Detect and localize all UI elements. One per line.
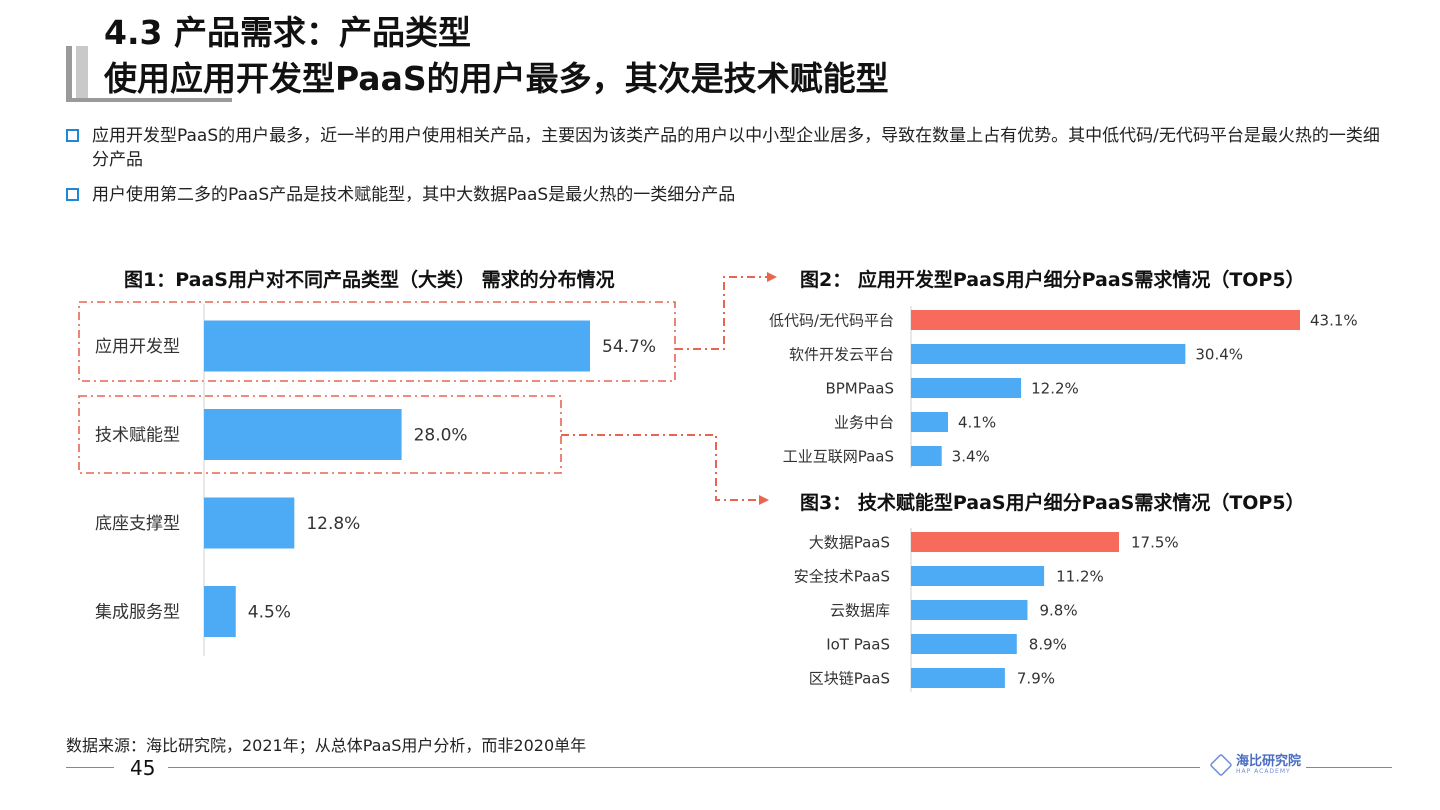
chart2-title: 图2： 应用开发型PaaS用户细分PaaS需求情况（TOP5） bbox=[800, 269, 1305, 291]
chart3-category-label: 大数据PaaS bbox=[809, 533, 890, 551]
chart1-title: 图1：PaaS用户对不同产品类型（大类） 需求的分布情况 bbox=[124, 269, 615, 291]
chart1-bar bbox=[204, 409, 402, 460]
chart1-plot: 应用开发型 54.7% 技术赋能型 28.0% 底座支撑型 12.8% 集成服务型 4.5% bbox=[95, 304, 656, 656]
chart3-plot: 大数据PaaS 17.5% 安全技术PaaS 11.2% 云数据库 9.8% IoT Paa… bbox=[794, 528, 1179, 692]
connector-arrow-to-chart3 bbox=[561, 434, 769, 505]
logo-subtext: HAP ACADEMY bbox=[1236, 768, 1291, 775]
chart3-bar bbox=[911, 600, 1028, 620]
chart2-category-label: 工业互联网PaaS bbox=[783, 447, 894, 465]
footer-divider-left bbox=[66, 767, 114, 768]
footer-divider-right bbox=[1306, 767, 1392, 768]
chart1-value-label: 12.8% bbox=[306, 514, 360, 534]
chart1-category-label: 技术赋能型 bbox=[95, 426, 180, 446]
page-title-line2: 使用应用开发型PaaS的用户最多，其次是技术赋能型 bbox=[104, 59, 889, 98]
chart2-category-label: 业务中台 bbox=[834, 413, 894, 431]
chart3-value-label: 8.9% bbox=[1029, 635, 1067, 653]
chart2-value-label: 4.1% bbox=[958, 413, 996, 431]
chart1-category-label: 底座支撑型 bbox=[95, 514, 180, 534]
chart2-bar bbox=[911, 378, 1022, 398]
chart3-title: 图3： 技术赋能型PaaS用户细分PaaS需求情况（TOP5） bbox=[800, 492, 1305, 514]
chart2-value-label: 3.4% bbox=[952, 447, 990, 465]
brand-logo: 海比研究院 HAP ACADEMY bbox=[1209, 753, 1302, 777]
chart2-bar bbox=[911, 412, 949, 432]
chart2-category-label: 低代码/无代码平台 bbox=[769, 311, 894, 329]
chart3-value-label: 17.5% bbox=[1131, 533, 1179, 551]
connector-arrow-to-chart2 bbox=[675, 272, 777, 350]
chart2-category-label: BPMPaaS bbox=[825, 379, 894, 397]
chart2-category-label: 软件开发云平台 bbox=[789, 345, 894, 363]
chart1-bar bbox=[204, 320, 590, 372]
square-bullet-icon bbox=[66, 188, 79, 201]
chart3-bar bbox=[911, 566, 1045, 586]
chart3-category-label: IoT PaaS bbox=[826, 635, 890, 653]
chart1-bar bbox=[204, 586, 236, 637]
bullet-text-1: 应用开发型PaaS的用户最多，近一半的用户使用相关产品，主要因为该类产品的用户以… bbox=[92, 126, 1380, 170]
page-number: 45 bbox=[130, 756, 156, 780]
chart3-bar bbox=[911, 532, 1119, 552]
title-accent-bar-light bbox=[76, 46, 88, 102]
chart3-bar bbox=[911, 668, 1005, 688]
chart3-value-label: 9.8% bbox=[1039, 601, 1077, 619]
chart3-category-label: 云数据库 bbox=[830, 601, 890, 619]
chart2-bar bbox=[911, 310, 1300, 330]
chart3-bar bbox=[911, 634, 1017, 654]
data-source-note: 数据来源：海比研究院，2021年；从总体PaaS用户分析，而非2020单年 bbox=[66, 736, 587, 755]
title-underline bbox=[66, 98, 232, 102]
chart1-value-label: 28.0% bbox=[414, 426, 468, 446]
logo-text: 海比研究院 bbox=[1236, 754, 1302, 769]
square-bullet-icon bbox=[66, 129, 79, 142]
chart3-value-label: 11.2% bbox=[1056, 567, 1104, 585]
logo-mark-icon bbox=[1209, 753, 1233, 777]
title-accent-bar bbox=[66, 46, 72, 102]
chart2-plot: 低代码/无代码平台 43.1% 软件开发云平台 30.4% BPMPaaS 12.2% 业务… bbox=[769, 306, 1358, 468]
chart2-value-label: 12.2% bbox=[1031, 379, 1079, 397]
highlight-box-app-dev bbox=[78, 301, 676, 382]
chart3-category-label: 区块链PaaS bbox=[809, 669, 890, 687]
chart3-value-label: 7.9% bbox=[1017, 669, 1055, 687]
chart2-bar bbox=[911, 446, 942, 466]
chart1-category-label: 应用开发型 bbox=[95, 337, 180, 357]
bullet-text-2: 用户使用第二多的PaaS产品是技术赋能型，其中大数据PaaS是最火热的一类细分产… bbox=[92, 185, 736, 205]
chart1-bar bbox=[204, 497, 295, 549]
chart3-category-label: 安全技术PaaS bbox=[794, 567, 890, 585]
highlight-box-tech-enable bbox=[78, 395, 562, 474]
chart2-value-label: 30.4% bbox=[1195, 345, 1243, 363]
chart1-value-label: 4.5% bbox=[248, 603, 291, 623]
page-title-line1: 4.3 产品需求：产品类型 bbox=[104, 13, 471, 52]
chart1-value-label: 54.7% bbox=[602, 337, 656, 357]
footer-divider-middle bbox=[168, 767, 1200, 768]
chart2-value-label: 43.1% bbox=[1310, 311, 1358, 329]
chart2-bar bbox=[911, 344, 1186, 364]
chart1-category-label: 集成服务型 bbox=[95, 603, 180, 623]
